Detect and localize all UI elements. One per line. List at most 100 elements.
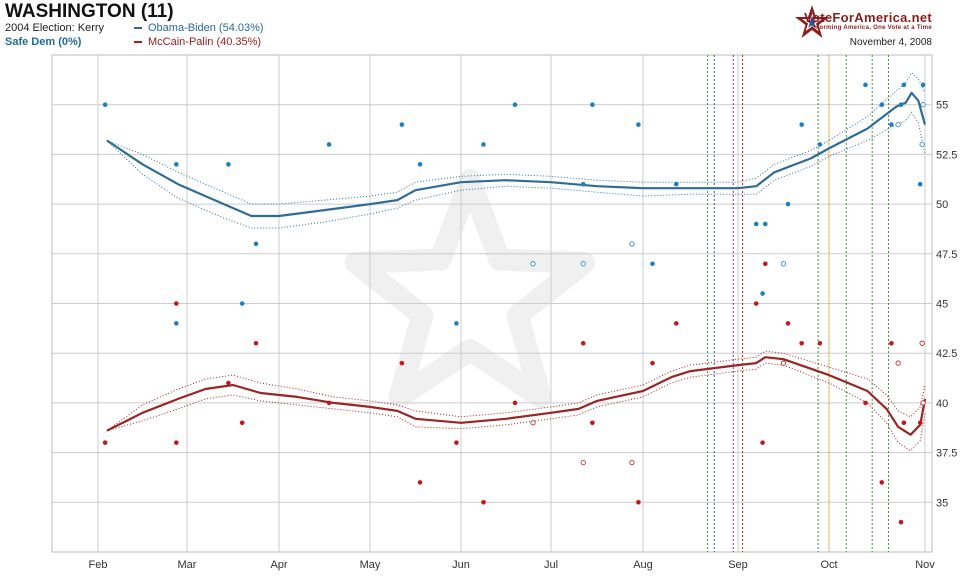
rep-poll-point	[889, 340, 894, 346]
dem-poll-point	[879, 102, 885, 107]
rep-poll-point	[590, 420, 595, 426]
dem-poll-point	[253, 241, 259, 247]
rep-poll-point	[417, 480, 423, 485]
y-tick-label: 50	[936, 199, 948, 211]
x-tick-label: Sep	[728, 559, 748, 571]
rep-poll-point	[753, 301, 759, 306]
rep-poll-point-open	[920, 400, 926, 406]
dem-poll-point	[590, 102, 595, 107]
dem-poll-point	[174, 321, 179, 326]
legend-item-rep: McCain-Palin (40.35%)	[134, 36, 261, 48]
dem-poll-point	[673, 181, 679, 187]
dem-poll-point-open	[530, 261, 536, 267]
dem-poll-point	[636, 122, 641, 127]
rep-poll-point	[174, 440, 179, 445]
y-tick-label: 45	[936, 299, 948, 311]
dem-poll-point	[917, 181, 923, 187]
rep-poll-point	[326, 400, 332, 406]
star-logo-icon	[795, 5, 829, 38]
rep-poll-point	[512, 400, 518, 406]
dem-band-lower	[106, 111, 926, 229]
rep-poll-point	[785, 321, 791, 326]
y-tick-label: 35	[936, 497, 948, 509]
rep-poll-point	[901, 420, 907, 426]
dem-poll-point	[763, 221, 768, 227]
rep-poll-point	[239, 420, 245, 426]
dem-poll-point	[650, 261, 655, 267]
trend-lines	[106, 91, 927, 436]
x-tick-label: May	[360, 559, 381, 571]
confidence-bands	[106, 72, 926, 452]
dem-poll-point	[889, 122, 894, 127]
y-tick-label: 47.5	[936, 249, 957, 261]
rep-poll-point-open	[895, 360, 901, 366]
dem-poll-point	[481, 142, 486, 147]
rep-poll-point	[879, 480, 885, 485]
rep-poll-point	[673, 321, 679, 326]
dem-poll-point	[512, 102, 518, 107]
brand-logo[interactable]: VoteForAmerica.net Informing America, On…	[804, 10, 932, 31]
dem-poll-point	[799, 122, 804, 127]
rep-poll-point	[650, 360, 655, 366]
rep-poll-point	[399, 360, 405, 366]
report-date: November 4, 2008	[849, 37, 932, 48]
x-axis-ticks: Feb Mar Apr May Jun Jul Aug Sep Oct Nov	[89, 559, 936, 571]
rep-poll-point	[454, 440, 459, 445]
x-tick-label: Feb	[89, 559, 108, 571]
legend-swatch-rep	[134, 41, 142, 43]
y-tick-label: 42.5	[936, 348, 957, 360]
rep-poll-point	[799, 340, 804, 346]
dem-poll-point-open	[920, 102, 926, 108]
dem-poll-point	[760, 291, 765, 296]
rep-poll-point	[636, 500, 641, 505]
dem-poll-point	[901, 82, 907, 88]
legend-swatch-dem	[134, 27, 142, 29]
dem-band-upper	[106, 72, 926, 205]
rep-poll-point-open	[780, 360, 787, 366]
y-tick-label: 37.5	[936, 448, 957, 460]
rep-poll-point	[580, 340, 586, 346]
dem-poll-point	[174, 162, 179, 167]
rep-poll-point	[102, 440, 108, 445]
dem-poll-point	[863, 82, 868, 88]
y-tick-label: 52.5	[936, 149, 957, 161]
x-tick-label: Jun	[452, 559, 470, 571]
dem-poll-point-open	[780, 261, 787, 267]
rep-poll-point	[481, 500, 486, 505]
y-tick-label: 40	[936, 398, 948, 410]
rep-poll-point	[763, 261, 768, 267]
rating-label: Safe Dem (0%)	[5, 36, 82, 48]
dem-poll-point	[417, 162, 423, 167]
dem-poll-point-open	[629, 241, 635, 247]
rep-poll-point-open	[530, 420, 536, 426]
dem-poll-point-open	[895, 121, 901, 128]
dem-poll-point	[454, 321, 459, 326]
dem-poll-point	[580, 181, 586, 187]
rep-poll-point	[817, 340, 823, 346]
election-2004-label: 2004 Election: Kerry	[5, 22, 105, 34]
dem-poll-point-open	[919, 141, 925, 148]
dem-poll-point	[226, 162, 231, 167]
rep-poll-point-open	[919, 340, 925, 346]
event-lines	[707, 55, 890, 552]
rep-trend-line	[106, 356, 927, 436]
brand-name: VoteForAmerica.net	[804, 10, 932, 25]
rep-poll-point	[253, 340, 259, 346]
dem-poll-point-open	[580, 261, 586, 267]
x-tick-label: Oct	[820, 559, 837, 571]
watermark-star-icon	[344, 169, 596, 409]
x-tick-label: Nov	[915, 559, 935, 571]
rep-poll-point	[898, 519, 904, 525]
dem-poll-point	[785, 201, 791, 207]
rep-poll-point	[226, 380, 231, 386]
x-tick-label: Apr	[270, 559, 287, 571]
dem-poll-point	[898, 102, 904, 107]
legend-item-dem: Obama-Biden (54.03%)	[134, 22, 264, 34]
rep-poll-point	[863, 400, 868, 406]
dem-poll-point	[102, 102, 108, 107]
dem-poll-point	[239, 301, 245, 306]
y-axis-ticks: 35 37.5 40 42.5 45 47.5 50 52.5 55	[936, 100, 957, 510]
legend-label-dem: Obama-Biden (54.03%)	[148, 22, 264, 34]
rep-poll-point-open	[629, 459, 635, 466]
